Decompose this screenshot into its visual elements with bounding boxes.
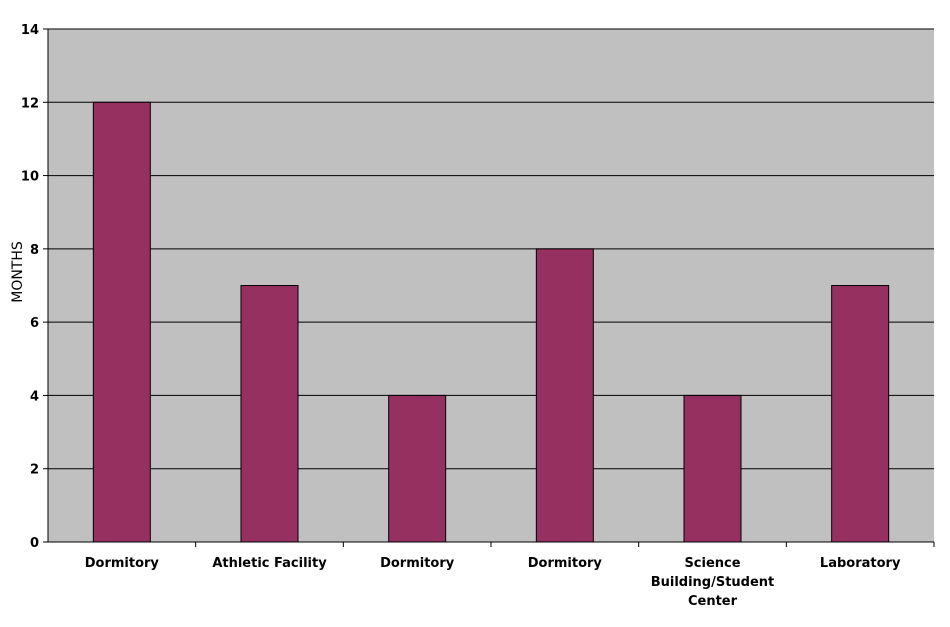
category-label: Dormitory [528,556,603,571]
y-tick-label: 10 [21,170,39,185]
category-label-line: Center [688,594,738,609]
bar [831,285,890,543]
bar [388,394,447,543]
axes [43,28,935,547]
category-label: Science Building/Student Center [651,556,775,609]
bar [683,394,742,543]
bar [240,285,299,543]
category-label-line: Building/Student [651,575,775,590]
bar [92,101,151,543]
category-label: Dormitory [85,556,160,571]
category-labels: Dormitory Athletic Facility Dormitory Dormi… [85,556,901,609]
category-label-line: Athletic Facility [212,556,327,571]
category-label-line: Science [684,556,740,571]
category-label-line: Dormitory [85,556,160,571]
y-tick-label: 8 [30,243,39,258]
y-tick-label: 0 [30,536,39,551]
category-label: Dormitory [380,556,455,571]
category-label: Laboratory [820,556,901,571]
y-axis-title: MONTHS [10,241,26,303]
plot-area [48,29,934,542]
category-label-line: Laboratory [820,556,901,571]
bar [535,248,594,543]
y-tick-label: 12 [21,96,39,111]
y-tick-label: 14 [21,23,39,38]
category-label: Athletic Facility [212,556,327,571]
category-label-line: Dormitory [528,556,603,571]
bars [92,101,890,543]
y-tick-labels: 0 2 4 6 8 10 12 14 [21,23,39,551]
y-tick-label: 4 [30,389,39,404]
gridlines [48,28,934,470]
category-label-line: Dormitory [380,556,455,571]
y-tick-label: 6 [30,316,39,331]
y-tick-label: 2 [30,463,39,478]
